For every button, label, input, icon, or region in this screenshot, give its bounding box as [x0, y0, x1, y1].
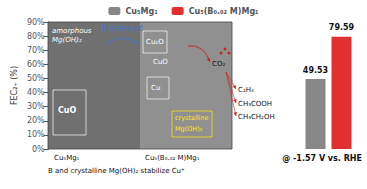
- svg-text:CH₃CH₂OH: CH₃CH₂OH: [238, 113, 275, 121]
- svg-text:Cu₅(B₀.₀₂ M)Mg₁: Cu₅(B₀.₀₂ M)Mg₁: [145, 154, 200, 162]
- svg-text:50%: 50%: [27, 74, 45, 83]
- svg-text:crystalline: crystalline: [175, 114, 209, 122]
- svg-text:B and crystalline Mg(OH)₂ stab: B and crystalline Mg(OH)₂ stabilize Cu⁺: [48, 167, 185, 175]
- svg-text:20%: 20%: [27, 116, 45, 125]
- svg-text:Cu₅Mg₁: Cu₅Mg₁: [125, 7, 158, 16]
- svg-text:Cu₂O: Cu₂O: [146, 38, 164, 46]
- svg-text:Cu₅(B₀.₀₂ M)Mg₁: Cu₅(B₀.₀₂ M)Mg₁: [189, 7, 259, 16]
- svg-text:Mg(OH)₂: Mg(OH)₂: [52, 36, 82, 44]
- svg-text:40%: 40%: [27, 88, 45, 97]
- svg-text:Mg(OH)₂: Mg(OH)₂: [175, 125, 203, 133]
- svg-text:CuO: CuO: [153, 58, 168, 66]
- svg-text:90%: 90%: [27, 18, 45, 27]
- svg-text:CO₂: CO₂: [212, 60, 225, 68]
- svg-text:80%: 80%: [27, 32, 45, 41]
- svg-text:@ -1.57 V vs. RHE: @ -1.57 V vs. RHE: [282, 154, 362, 163]
- svg-text:CH₃COOH: CH₃COOH: [238, 100, 272, 108]
- svg-text:0%: 0%: [32, 145, 45, 154]
- svg-text:Cu₅Mg₁: Cu₅Mg₁: [54, 154, 80, 162]
- svg-text:amorphous: amorphous: [52, 27, 92, 35]
- svg-text:Cu: Cu: [151, 84, 160, 92]
- svg-text:79.59: 79.59: [329, 23, 355, 32]
- svg-text:60%: 60%: [27, 60, 45, 69]
- svg-text:C₂H₄: C₂H₄: [238, 86, 254, 94]
- svg-text:CuO: CuO: [58, 106, 77, 115]
- svg-text:FEC₂₊ (%): FEC₂₊ (%): [10, 66, 19, 105]
- svg-text:10%: 10%: [27, 130, 45, 139]
- svg-text:B element: B element: [101, 24, 143, 33]
- svg-text:30%: 30%: [27, 102, 45, 111]
- svg-text:49.53: 49.53: [303, 66, 328, 75]
- svg-text:70%: 70%: [27, 46, 45, 55]
